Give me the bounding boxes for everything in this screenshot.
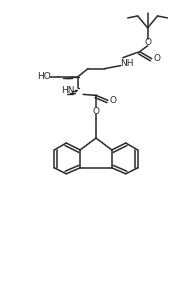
Text: O: O (92, 107, 100, 116)
Text: O: O (109, 96, 116, 105)
Text: HN: HN (62, 86, 75, 95)
Text: O: O (144, 38, 151, 47)
Text: O: O (153, 54, 160, 63)
Text: NH: NH (120, 59, 134, 68)
Text: HO: HO (37, 72, 51, 81)
